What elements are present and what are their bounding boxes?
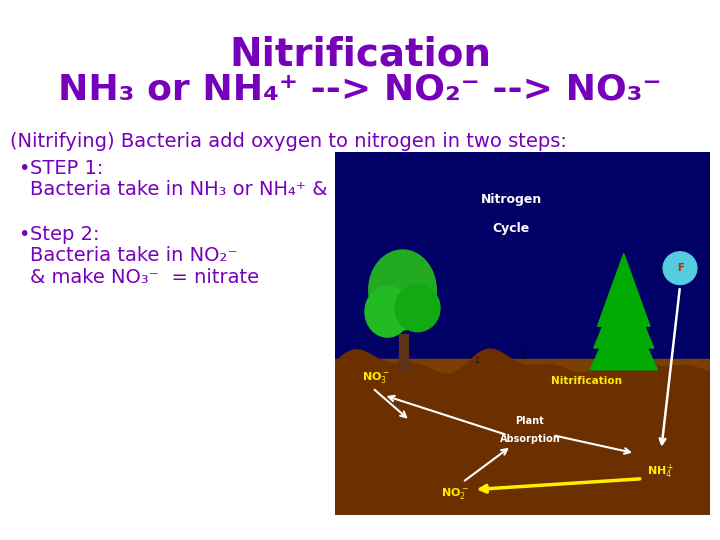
Text: Plant: Plant xyxy=(516,416,544,426)
Text: NO$_2^-$: NO$_2^-$ xyxy=(441,485,469,501)
Bar xyxy=(335,359,710,515)
Text: •: • xyxy=(18,159,30,178)
Text: NH$_4^+$: NH$_4^+$ xyxy=(647,462,675,481)
Bar xyxy=(620,341,628,370)
Text: 🦌: 🦌 xyxy=(520,350,525,359)
Text: •: • xyxy=(18,225,30,244)
Text: Nitrogen: Nitrogen xyxy=(481,193,542,206)
Text: 🍀: 🍀 xyxy=(476,357,479,362)
Text: STEP 1:: STEP 1: xyxy=(30,159,104,178)
Text: Cycle: Cycle xyxy=(492,222,530,235)
Text: NH₃ or NH₄⁺ --> NO₂⁻ --> NO₃⁻: NH₃ or NH₄⁺ --> NO₂⁻ --> NO₃⁻ xyxy=(58,72,662,106)
Text: (Nitrifying) Bacteria add oxygen to nitrogen in two steps:: (Nitrifying) Bacteria add oxygen to nitr… xyxy=(10,132,567,151)
Text: Bacteria take in NH₃ or NH₄⁺ & make NO₂⁻ = nitrite: Bacteria take in NH₃ or NH₄⁺ & make NO₂⁻… xyxy=(30,180,529,199)
Text: Step 2:: Step 2: xyxy=(30,225,99,244)
Text: Nitrification: Nitrification xyxy=(551,376,622,386)
Text: NO$_3^-$: NO$_3^-$ xyxy=(362,369,390,384)
Bar xyxy=(335,152,710,359)
Text: & make NO₃⁻  = nitrate: & make NO₃⁻ = nitrate xyxy=(30,268,259,287)
Ellipse shape xyxy=(365,286,410,337)
Polygon shape xyxy=(590,297,657,370)
Polygon shape xyxy=(598,254,650,326)
Polygon shape xyxy=(594,275,654,348)
Bar xyxy=(399,334,408,370)
Ellipse shape xyxy=(663,252,697,285)
Ellipse shape xyxy=(369,250,436,330)
Text: Absorption: Absorption xyxy=(500,434,560,444)
Polygon shape xyxy=(335,348,710,515)
Text: Bacteria take in NO₂⁻: Bacteria take in NO₂⁻ xyxy=(30,246,238,265)
Ellipse shape xyxy=(395,285,440,332)
Text: Nitrification: Nitrification xyxy=(229,35,491,73)
Text: F: F xyxy=(677,263,683,273)
